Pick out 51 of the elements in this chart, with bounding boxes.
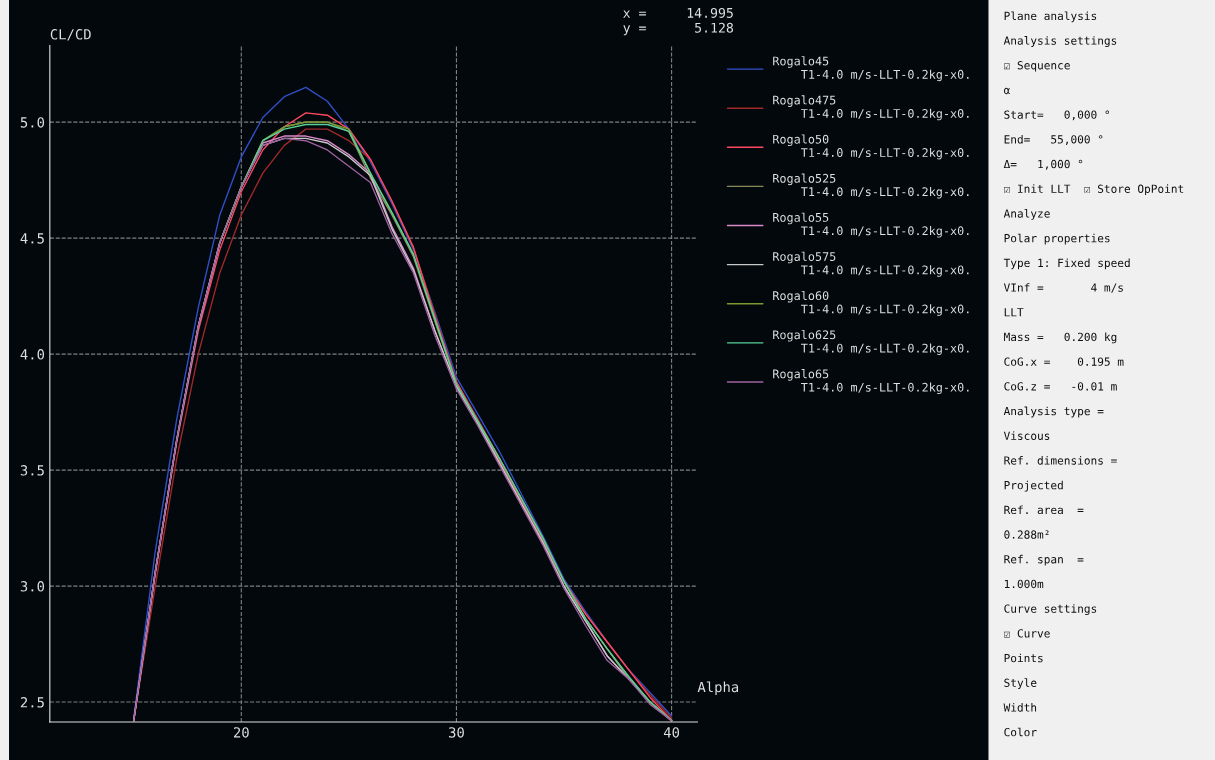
text: ☑ Curve <box>1004 629 1050 638</box>
x-tick-label: 30 <box>449 727 464 738</box>
legend-label: Rogalo60 T1-4.0 m/s-LLT-0.2kg-x0. <box>773 290 969 316</box>
text: VInf = 4 m/s <box>1003 283 1123 293</box>
text: Plane analysis <box>1004 11 1097 23</box>
y-tick-label: 4.5 <box>20 233 44 244</box>
text: Type 1: Fixed speed <box>1003 258 1130 270</box>
text: Points <box>1004 653 1043 663</box>
y-tick-label: 3.5 <box>20 465 44 476</box>
legend-label: Rogalo525 T1-4.0 m/s-LLT-0.2kg-x0. <box>773 173 969 199</box>
x-tick-label: 40 <box>663 727 680 738</box>
text: Δ= 1,000 ° <box>1003 159 1083 170</box>
text: Color <box>1004 727 1037 737</box>
legend-label: Rogalo55 T1-4.0 m/s-LLT-0.2kg-x0. <box>773 212 969 238</box>
text: ☑ Init LLT ☑ Store OpPoint <box>1004 184 1184 196</box>
x-axis-title: Alpha <box>697 681 739 695</box>
legend-label: Rogalo65 T1-4.0 m/s-LLT-0.2kg-x0. <box>773 369 969 395</box>
text: Analyze <box>1003 209 1050 220</box>
legend-label: Rogalo50 T1-4.0 m/s-LLT-0.2kg-x0. <box>773 134 969 160</box>
text: Viscous <box>1003 431 1050 440</box>
text: LLT <box>1004 308 1024 317</box>
text: Analysis settings <box>1003 36 1117 47</box>
text: Ref. dimensions = <box>1004 456 1117 465</box>
text: ☑ Sequence <box>1004 61 1070 72</box>
text: Ref. span = <box>1004 554 1084 566</box>
text: End= 55,000 ° <box>1004 134 1103 145</box>
text: Ref. area = <box>1004 505 1084 515</box>
text: Width <box>1003 703 1037 712</box>
text: Projected <box>1004 480 1063 492</box>
y-tick-label: 5.0 <box>20 117 45 128</box>
text: Mass = 0.200 kg <box>1004 332 1117 344</box>
legend-label: Rogalo45 T1-4.0 m/s-LLT-0.2kg-x0. <box>773 56 969 82</box>
y-axis-title: CL/CD <box>50 29 91 41</box>
text: CoG.z = -0.01 m <box>1004 382 1117 391</box>
legend-label: Rogalo625 T1-4.0 m/s-LLT-0.2kg-x0. <box>773 330 969 355</box>
x-tick-label: 20 <box>233 727 249 738</box>
y-tick-label: 4.0 <box>20 349 45 360</box>
text: CoG.x = 0.195 m <box>1004 357 1124 366</box>
text: Polar properties <box>1004 233 1110 245</box>
text: Analysis type = <box>1003 406 1104 418</box>
y-tick-label: 2.5 <box>20 697 44 708</box>
text: 1.000m <box>1004 579 1044 589</box>
text: Style <box>1004 678 1037 690</box>
text: α <box>1003 87 1010 95</box>
legend-label: Rogalo575 T1-4.0 m/s-LLT-0.2kg-x0. <box>773 251 969 277</box>
text: 0.288m² <box>1004 530 1049 539</box>
y-tick-label: 3.0 <box>20 581 45 592</box>
text: x = 14.995 y = 5.128 <box>623 7 734 36</box>
text: Start= 0,000 ° <box>1004 110 1109 121</box>
text: Curve settings <box>1004 604 1097 616</box>
legend-label: Rogalo475 T1-4.0 m/s-LLT-0.2kg-x0. <box>773 95 969 121</box>
